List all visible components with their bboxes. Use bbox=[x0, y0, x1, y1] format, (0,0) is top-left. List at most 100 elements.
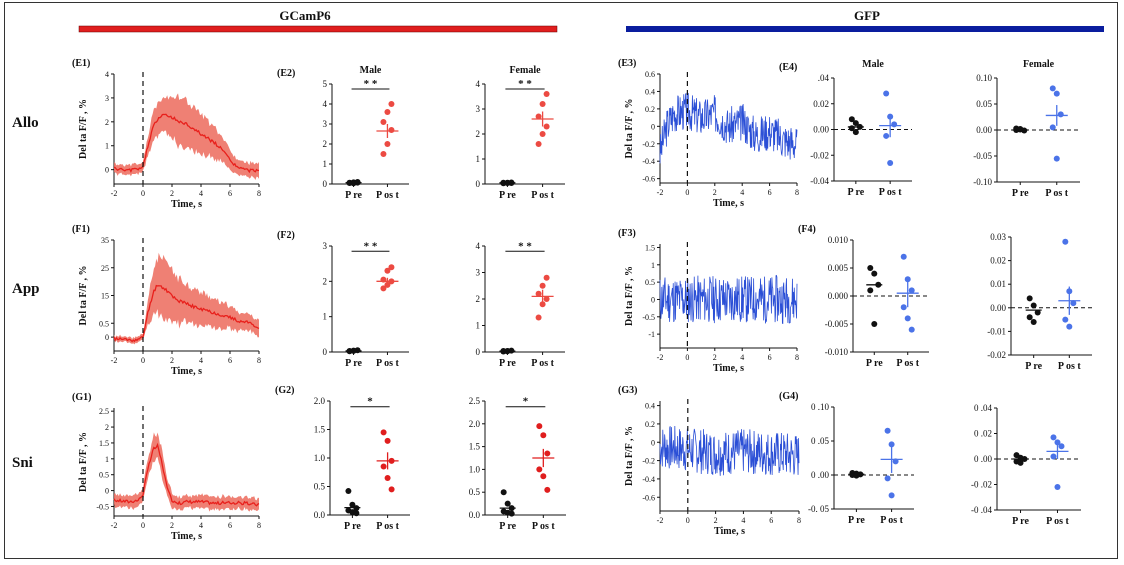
significance-stars: * bbox=[367, 396, 373, 408]
chart-E4f: 0.10 0.05 0.00 -0.05 -0.10 Female P re P os t bbox=[973, 59, 1080, 199]
chart-E2f: 0 1 2 3 4 Female P re P os t * * bbox=[476, 65, 565, 201]
post-point bbox=[544, 450, 551, 457]
post-point bbox=[543, 123, 550, 130]
post-point bbox=[539, 282, 546, 289]
post-point bbox=[900, 253, 907, 260]
chart-G2m: 0.0 0.5 1.0 1.5 2.0 (G2) P re P os t * bbox=[275, 385, 410, 532]
y-tick-label: 1 bbox=[105, 455, 109, 464]
x-tick-label: 2 bbox=[170, 356, 174, 365]
x-category-label: P os t bbox=[376, 521, 399, 532]
post-point bbox=[884, 475, 891, 482]
y-tick-label: 0 .04 bbox=[974, 403, 993, 413]
row-label-app: App bbox=[12, 281, 40, 297]
x-tick-label: 8 bbox=[257, 189, 261, 198]
panel-label: (F2) bbox=[277, 230, 295, 241]
post-point bbox=[883, 90, 890, 97]
post-point bbox=[908, 287, 915, 294]
chart-E3: 0.6 0.4 0.2 0 -0.2 -0.4 -0.6 (E3) -2 0 2 4 6 8 Time, s… bbox=[618, 58, 799, 209]
y-tick-label: 0.00 bbox=[976, 125, 992, 135]
x-tick-label: 0 bbox=[141, 521, 145, 530]
y-tick-label: 0.05 bbox=[976, 99, 992, 109]
post-point bbox=[888, 441, 895, 448]
y-tick-label: 0 .00 bbox=[811, 470, 830, 480]
chart-F2m: 0 1 2 3 (F2) P re P os t * * bbox=[277, 230, 409, 369]
x-category-label: P os t bbox=[896, 358, 919, 369]
y-tick-label: 0 .05 bbox=[811, 436, 830, 446]
y-tick-label: 2.5 bbox=[99, 407, 109, 416]
post-point bbox=[891, 121, 898, 128]
pre-point bbox=[508, 510, 515, 517]
y-tick-label: 0.010 bbox=[828, 235, 849, 245]
y-tick-label: 0.4 bbox=[645, 402, 655, 411]
x-tick-label: 4 bbox=[741, 516, 745, 525]
panel-label: (G1) bbox=[72, 392, 91, 403]
y-tick-label: 0.6 bbox=[645, 70, 655, 79]
significance-stars: * * bbox=[364, 78, 378, 90]
y-tick-label: -0.2 bbox=[642, 140, 655, 149]
y-tick-label: 2 bbox=[105, 118, 109, 127]
header-left-title: GCamP6 bbox=[279, 8, 331, 23]
header-right-title: GFP bbox=[854, 8, 880, 23]
post-point bbox=[384, 474, 391, 481]
trace bbox=[659, 92, 798, 164]
significance-stars: * * bbox=[518, 240, 532, 252]
y-tick-label: 0 bbox=[323, 347, 328, 357]
panel-label: (E3) bbox=[618, 58, 636, 69]
x-axis-label: Time, s bbox=[713, 363, 744, 374]
post-point bbox=[1062, 316, 1069, 323]
row-label-allo: Allo bbox=[12, 115, 39, 131]
x-tick-label: 0 bbox=[685, 353, 689, 362]
y-tick-label: -0 .04 bbox=[971, 505, 992, 515]
post-point bbox=[1050, 434, 1057, 441]
y-tick-label: -0.010 bbox=[825, 347, 849, 357]
y-tick-label: 1 bbox=[476, 321, 481, 331]
y-tick-label: 0.000 bbox=[828, 291, 849, 301]
y-tick-label: 4 bbox=[476, 241, 481, 251]
y-tick-label: 0 .02 bbox=[974, 429, 992, 439]
y-tick-label: 0 bbox=[476, 179, 481, 189]
x-tick-label: -2 bbox=[657, 188, 664, 197]
x-category-label: P os t bbox=[880, 515, 903, 526]
x-axis-label: Time, s bbox=[171, 531, 202, 542]
post-point bbox=[388, 264, 395, 271]
y-tick-label: 0.5 bbox=[99, 319, 109, 328]
panel-label: (E2) bbox=[277, 68, 295, 79]
x-tick-label: 0 bbox=[686, 516, 690, 525]
post-point bbox=[540, 432, 547, 439]
x-tick-label: -2 bbox=[111, 189, 118, 198]
y-tick-label: 3 bbox=[323, 241, 328, 251]
y-tick-label: 1.5 bbox=[314, 425, 326, 435]
chart-G4m: 0 .10 0 .05 0 .00 -0. 05 (G4) P re P os t bbox=[779, 391, 914, 526]
x-category-label: P re bbox=[499, 358, 516, 369]
post-point bbox=[1054, 484, 1061, 491]
y-axis-label: Del ta F/F , % bbox=[78, 266, 89, 326]
post-point bbox=[380, 285, 387, 292]
y-tick-label: 0.5 bbox=[469, 487, 481, 497]
y-tick-label: -0.02 bbox=[987, 350, 1006, 360]
error-band bbox=[114, 252, 259, 345]
y-tick-label: -0.01 bbox=[987, 326, 1006, 336]
x-tick-label: 8 bbox=[795, 188, 799, 197]
post-point bbox=[883, 132, 890, 139]
post-point bbox=[380, 463, 387, 470]
y-tick-label: 4 bbox=[105, 70, 109, 79]
post-point bbox=[1050, 453, 1057, 460]
y-tick-label: 0.5 bbox=[645, 278, 655, 287]
x-category-label: P os t bbox=[376, 358, 399, 369]
header-left-bar bbox=[78, 25, 558, 33]
post-point bbox=[384, 141, 391, 147]
y-tick-label: 2.5 bbox=[469, 396, 481, 406]
y-tick-label: 0 bbox=[323, 179, 328, 189]
significance-stars: * * bbox=[364, 240, 378, 252]
post-point bbox=[1053, 90, 1060, 97]
y-tick-label: 0 bbox=[105, 487, 109, 496]
post-point bbox=[388, 101, 395, 107]
post-point bbox=[539, 131, 546, 137]
y-tick-label: -1 bbox=[648, 330, 655, 339]
significance-stars: * * bbox=[518, 78, 532, 90]
x-tick-label: 0 bbox=[141, 189, 145, 198]
panel-title: Female bbox=[1023, 59, 1055, 70]
pre-point bbox=[353, 510, 360, 517]
y-tick-label: 2 bbox=[323, 139, 328, 149]
y-tick-label: 2 bbox=[476, 294, 481, 304]
